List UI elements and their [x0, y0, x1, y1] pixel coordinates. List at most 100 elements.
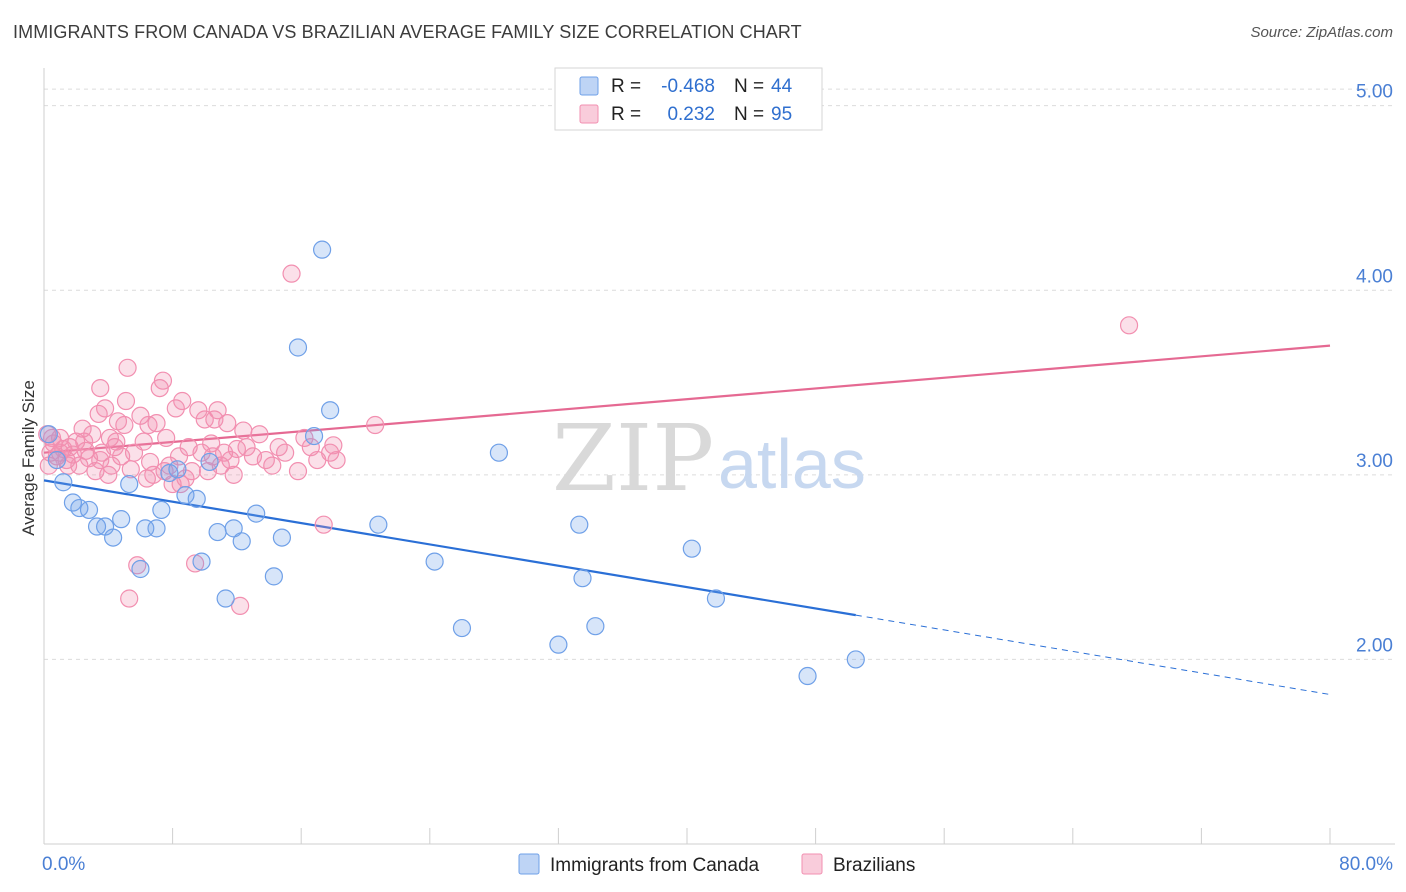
canada-point-17 [176, 486, 195, 505]
canada-point-26 [264, 567, 283, 586]
brazilians-point-66 [237, 438, 256, 457]
brazilians-point-61 [221, 450, 240, 470]
canada-point-24 [232, 532, 251, 551]
brazilians-point-19 [95, 399, 115, 418]
stats-n-value-0: 44 [771, 76, 793, 97]
brazilians-point-40 [153, 371, 173, 390]
stats-legend: R = -0.468 N = 44 R = 0.232 N = 95 [554, 67, 823, 131]
brazilians-point-46 [173, 391, 192, 411]
canada-point-14 [152, 500, 171, 520]
brazilians-point-28 [118, 358, 137, 377]
canada-point-35 [489, 443, 509, 462]
stats-n-label-1: N = [734, 104, 764, 125]
brazilians-point-65 [234, 421, 253, 440]
brazilians-point-49 [182, 462, 201, 481]
brazilians-point-22 [102, 456, 121, 475]
canada-point-16 [168, 460, 187, 479]
canada-point-29 [304, 426, 324, 446]
brazilians-point-73 [282, 264, 301, 283]
tick-labels: 2.00 3.00 4.00 5.00 0.0% 80.0% [42, 82, 1393, 875]
stats-n-label-0: N = [734, 76, 764, 97]
canada-point-23 [224, 519, 243, 538]
brazilians-point-60 [218, 414, 237, 433]
legend-swatch-0 [518, 853, 540, 875]
y-tick-label-0: 2.00 [1356, 635, 1393, 656]
brazilians-point-34 [134, 432, 153, 451]
brazilians-point-74 [288, 462, 308, 481]
stats-r-label-0: R = [611, 76, 641, 97]
stats-swatch-0 [579, 76, 599, 96]
stats-r-value-1: 0.232 [667, 104, 715, 125]
stats-r-label-1: R = [611, 104, 641, 125]
y-axis-label: Average Family Size [19, 380, 38, 536]
chart-source: Source: ZipAtlas.com [1250, 24, 1393, 41]
series-legend: Immigrants from Canada Brazilians [518, 853, 915, 876]
chart-title: IMMIGRANTS FROM CANADA VS BRAZILIAN AVER… [13, 22, 802, 42]
canada-point-5 [79, 500, 99, 520]
canada-point-20 [200, 452, 219, 472]
brazilians-point-57 [208, 401, 227, 420]
brazilians-point-44 [166, 399, 185, 418]
brazilians-point-87 [91, 450, 110, 470]
legend-label-0: Immigrants from Canada [550, 855, 760, 876]
brazilians-point-93 [366, 415, 385, 435]
brazilians-point-78 [314, 515, 333, 534]
canada-point-33 [425, 552, 444, 571]
canada-point-28 [288, 338, 308, 357]
watermark: ZIP atlas [552, 405, 866, 512]
canada-point-40 [682, 539, 701, 558]
brazilians-point-37 [144, 465, 163, 484]
canada-trend-extension [855, 614, 1331, 695]
brazilians-point-41 [157, 428, 176, 448]
stats-r-value-0: -0.468 [661, 76, 715, 97]
data-points [38, 240, 1139, 686]
canada-point-10 [120, 474, 139, 494]
canada-point-30 [312, 240, 332, 259]
canada-point-8 [104, 528, 123, 547]
brazilians-point-26 [115, 415, 134, 435]
legend-label-1: Brazilians [833, 855, 915, 876]
canada-point-21 [208, 522, 227, 542]
brazilians-point-86 [75, 432, 94, 451]
canada-point-9 [112, 510, 131, 529]
canada-point-13 [147, 519, 166, 538]
canada-point-0 [39, 425, 58, 444]
brazilians-point-51 [189, 401, 208, 420]
brazilians-point-64 [231, 596, 250, 615]
brazilians-point-72 [276, 443, 295, 462]
brazilians-point-94 [1119, 316, 1139, 335]
canada-point-22 [216, 589, 235, 608]
brazilians-point-62 [224, 465, 243, 484]
brazilians-point-85 [59, 456, 78, 475]
stats-swatch-1 [579, 104, 599, 124]
gridlines [44, 88, 1395, 660]
brazilians-point-88 [107, 432, 126, 451]
canada-point-11 [131, 559, 150, 579]
y-tick-label-2: 4.00 [1356, 266, 1393, 287]
brazilians-point-29 [120, 589, 139, 608]
canada-point-31 [321, 401, 340, 420]
brazilians-point-92 [203, 447, 222, 466]
trend-lines [43, 344, 1331, 695]
canada-point-19 [192, 552, 211, 571]
canada-point-38 [573, 569, 592, 588]
brazilians-point-70 [263, 456, 282, 475]
brazilians-point-53 [195, 410, 214, 429]
x-tick-label-0: 0.0% [42, 854, 85, 875]
canada-point-37 [570, 515, 589, 534]
canada-point-18 [187, 489, 206, 508]
canada-point-41 [706, 589, 726, 608]
legend-swatch-1 [801, 853, 823, 875]
axes [43, 68, 1395, 845]
stats-n-value-1: 95 [771, 104, 792, 125]
brazilians-trend-line [43, 344, 1331, 454]
canada-point-42 [798, 666, 817, 686]
x-tick-label-1: 80.0% [1339, 854, 1393, 875]
y-tick-label-3: 5.00 [1356, 82, 1393, 103]
canada-point-36 [549, 635, 568, 654]
brazilians-point-17 [91, 378, 110, 398]
brazilians-point-68 [250, 425, 269, 444]
brazilians-point-50 [186, 554, 205, 573]
brazilians-point-89 [139, 415, 158, 435]
